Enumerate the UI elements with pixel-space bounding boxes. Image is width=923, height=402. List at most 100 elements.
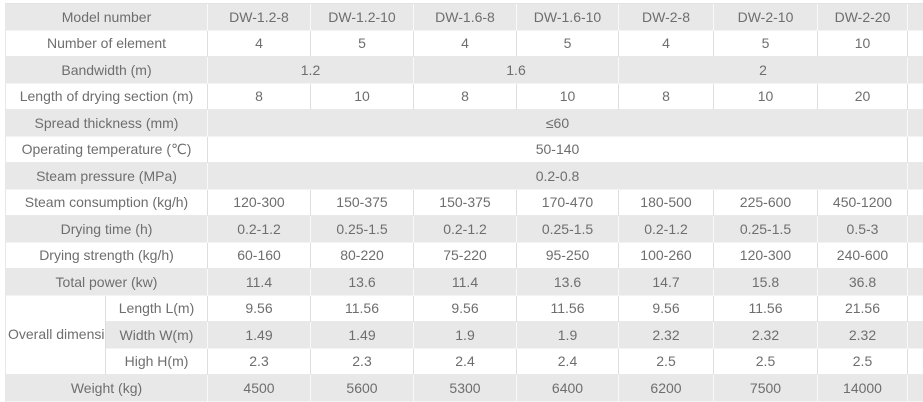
value-cell: 10 xyxy=(517,83,619,110)
sub-label: High H(m) xyxy=(106,348,208,375)
row-label: Length of drying section (m) xyxy=(6,83,208,110)
value-cell: 2.32 xyxy=(714,322,818,349)
row-label: Drying time (h) xyxy=(6,216,208,243)
value-cell: 11.4 xyxy=(414,269,517,296)
value-cell: 1.2 xyxy=(208,57,414,84)
row-overall-width: Width W(m) 1.49 1.49 1.9 1.9 2.32 2.32 2… xyxy=(6,322,923,349)
value-cell: 0.2-0.8 xyxy=(208,163,908,190)
value-cell: 9.56 xyxy=(414,295,517,322)
value-cell: 9.56 xyxy=(208,295,311,322)
cutoff-cell xyxy=(908,322,923,349)
value-cell: 10 xyxy=(818,30,908,57)
spec-table: Model number DW-1.2-8 DW-1.2-10 DW-1.6-8… xyxy=(5,3,923,402)
cutoff-cell xyxy=(908,110,923,137)
value-cell: 8 xyxy=(619,83,714,110)
row-label: Operating temperature (℃) xyxy=(6,136,208,163)
value-cell: ≤60 xyxy=(208,110,908,137)
model-cell: DW-1.2-8 xyxy=(208,4,311,31)
value-cell: 180-500 xyxy=(619,189,714,216)
cutoff-cell xyxy=(908,269,923,296)
row-label: Number of element xyxy=(6,30,208,57)
value-cell: 4500 xyxy=(208,375,311,402)
value-cell: 11.56 xyxy=(517,295,619,322)
row-label: Total power (kw) xyxy=(6,269,208,296)
row-total-power: Total power (kw) 11.4 13.6 11.4 13.6 14.… xyxy=(6,269,923,296)
value-cell: 6400 xyxy=(517,375,619,402)
value-cell: 20 xyxy=(818,83,908,110)
value-cell: 225-600 xyxy=(714,189,818,216)
value-cell: 0.2-1.2 xyxy=(619,216,714,243)
cutoff-cell xyxy=(908,348,923,375)
row-overall-length: Overall dimension Length L(m) 9.56 11.56… xyxy=(6,295,923,375)
value-cell: 2.3 xyxy=(311,348,414,375)
cutoff-cell xyxy=(908,83,923,110)
row-weight: Weight (kg) 4500 5600 5300 6400 6200 750… xyxy=(6,375,923,402)
cutoff-cell xyxy=(908,242,923,269)
value-cell: 13.6 xyxy=(311,269,414,296)
value-cell: 1.49 xyxy=(208,322,311,349)
value-cell: 21.56 xyxy=(818,295,908,322)
value-cell: 13.6 xyxy=(517,269,619,296)
value-cell: 100-260 xyxy=(619,242,714,269)
value-cell: 2 xyxy=(619,57,908,84)
value-cell: 2.5 xyxy=(818,348,908,375)
value-cell: 5 xyxy=(714,30,818,57)
value-cell: 8 xyxy=(208,83,311,110)
value-cell: 2.32 xyxy=(619,322,714,349)
value-cell: 50-140 xyxy=(208,136,908,163)
row-label: Bandwidth (m) xyxy=(6,57,208,84)
row-label: Steam consumption (kg/h) xyxy=(6,189,208,216)
cutoff-cell xyxy=(908,189,923,216)
sub-label: Length L(m) xyxy=(106,295,208,322)
row-label: Model number xyxy=(6,4,208,31)
value-cell: 36.8 xyxy=(818,269,908,296)
value-cell: 9.56 xyxy=(619,295,714,322)
row-label: Weight (kg) xyxy=(6,375,208,402)
row-label: Steam pressure (MPa) xyxy=(6,163,208,190)
cutoff-cell xyxy=(908,136,923,163)
cutoff-cell xyxy=(908,163,923,190)
row-steam-pressure: Steam pressure (MPa) 0.2-0.8 xyxy=(6,163,923,190)
value-cell: 5300 xyxy=(414,375,517,402)
value-cell: 11.4 xyxy=(208,269,311,296)
row-drying-strength: Drying strength (kg/h) 60-160 80-220 75-… xyxy=(6,242,923,269)
value-cell: 4 xyxy=(619,30,714,57)
cutoff-cell xyxy=(908,375,923,402)
value-cell: 10 xyxy=(311,83,414,110)
value-cell: 5 xyxy=(517,30,619,57)
value-cell: 5600 xyxy=(311,375,414,402)
model-cell: DW-1.6-8 xyxy=(414,4,517,31)
row-model-number: Model number DW-1.2-8 DW-1.2-10 DW-1.6-8… xyxy=(6,4,923,31)
model-cell: DW-2-8 xyxy=(619,4,714,31)
value-cell: 95-250 xyxy=(517,242,619,269)
value-cell: 10 xyxy=(714,83,818,110)
model-cell: DW-2-10 xyxy=(714,4,818,31)
value-cell: 2.5 xyxy=(619,348,714,375)
row-label: Spread thickness (mm) xyxy=(6,110,208,137)
row-length-of-drying-section: Length of drying section (m) 8 10 8 10 8… xyxy=(6,83,923,110)
value-cell: 120-300 xyxy=(208,189,311,216)
value-cell: 240-600 xyxy=(818,242,908,269)
value-cell: 4 xyxy=(414,30,517,57)
value-cell: 11.56 xyxy=(714,295,818,322)
value-cell: 8 xyxy=(414,83,517,110)
value-cell: 150-375 xyxy=(311,189,414,216)
value-cell: 0.25-1.5 xyxy=(517,216,619,243)
value-cell: 5 xyxy=(311,30,414,57)
value-cell: 150-375 xyxy=(414,189,517,216)
row-number-of-element: Number of element 4 5 4 5 4 5 10 xyxy=(6,30,923,57)
value-cell: 1.9 xyxy=(414,322,517,349)
value-cell: 2.5 xyxy=(714,348,818,375)
model-cell: DW-2-20 xyxy=(818,4,908,31)
row-spread-thickness: Spread thickness (mm) ≤60 xyxy=(6,110,923,137)
cutoff-cell xyxy=(908,295,923,322)
cutoff-cell xyxy=(908,4,923,31)
value-cell: 0.2-1.2 xyxy=(414,216,517,243)
value-cell: 6200 xyxy=(619,375,714,402)
value-cell: 2.3 xyxy=(208,348,311,375)
value-cell: 11.56 xyxy=(311,295,414,322)
row-bandwidth: Bandwidth (m) 1.2 1.6 2 xyxy=(6,57,923,84)
cutoff-cell xyxy=(908,216,923,243)
model-cell: DW-1.2-10 xyxy=(311,4,414,31)
